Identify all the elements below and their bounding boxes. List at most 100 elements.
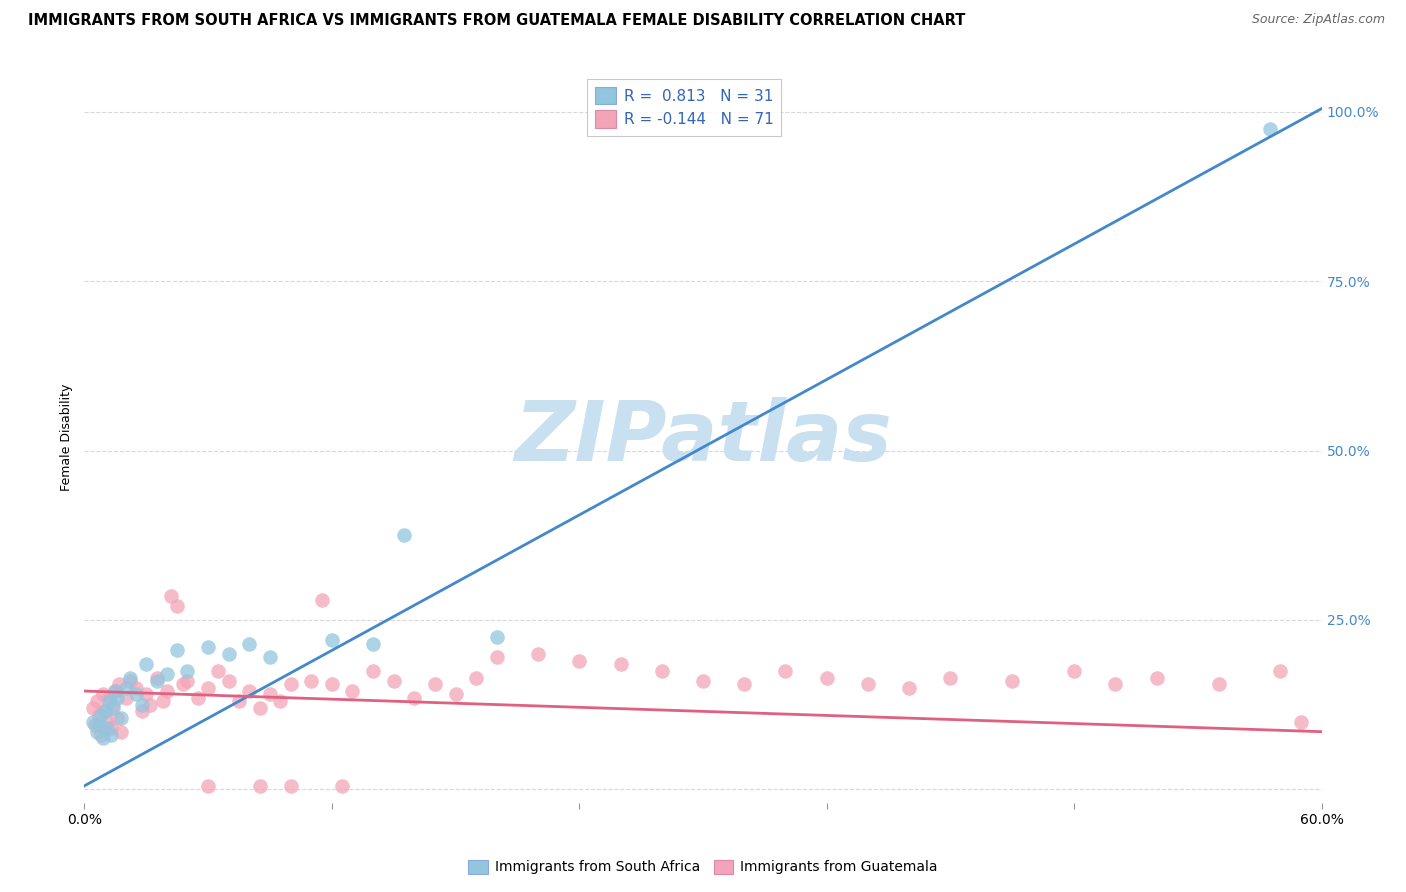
Point [103,701,125,715]
Legend: Immigrants from South Africa, Immigrants from Guatemala: Immigrants from South Africa, Immigrants… [463,854,943,880]
Point [259,688,281,702]
Point [1146,671,1168,685]
Point [125,681,148,695]
Point [100,728,122,742]
Point [104,684,127,698]
Point [145,673,167,688]
Point [91,731,114,746]
Point [1063,664,1085,678]
Point [100,721,122,735]
Text: Source: ZipAtlas.com: Source: ZipAtlas.com [1251,13,1385,27]
Point [118,671,141,685]
Point [361,637,384,651]
Point [197,779,219,793]
Point [485,630,508,644]
Point [465,671,488,685]
Point [110,711,132,725]
Point [87,707,110,722]
Point [568,654,591,668]
Point [898,681,921,695]
Point [218,673,240,688]
Point [98,690,121,705]
Point [1270,664,1292,678]
Point [135,657,157,671]
Point [156,667,179,681]
Point [90,728,112,742]
Point [86,694,108,708]
Point [311,592,333,607]
Point [259,650,281,665]
Point [321,677,343,691]
Point [280,677,302,691]
Point [156,684,179,698]
Point [1289,714,1312,729]
Text: IMMIGRANTS FROM SOUTH AFRICA VS IMMIGRANTS FROM GUATEMALA FEMALE DISABILITY CORR: IMMIGRANTS FROM SOUTH AFRICA VS IMMIGRAN… [28,13,966,29]
Point [108,677,131,691]
Point [176,664,198,678]
Text: ZIPatlas: ZIPatlas [515,397,891,477]
Y-axis label: Female Disability: Female Disability [60,384,73,491]
Point [218,647,240,661]
Point [1104,677,1126,691]
Point [269,694,291,708]
Point [86,724,108,739]
Point [87,718,110,732]
Point [815,671,838,685]
Point [238,684,260,698]
Point [131,705,153,719]
Point [404,690,426,705]
Point [1258,122,1281,136]
Point [238,637,260,651]
Point [98,694,121,708]
Point [342,684,364,698]
Point [299,673,322,688]
Point [139,698,162,712]
Point [114,690,136,705]
Point [692,673,714,688]
Point [118,673,141,688]
Point [197,640,219,654]
Point [91,688,114,702]
Point [83,718,105,732]
Point [166,643,188,657]
Point [114,681,136,695]
Point [90,707,112,722]
Point [733,677,755,691]
Point [131,698,153,712]
Point [125,688,148,702]
Point [939,671,962,685]
Point [321,633,343,648]
Point [82,714,104,729]
Point [96,714,118,729]
Point [145,671,167,685]
Point [160,589,183,603]
Point [392,528,415,542]
Point [197,681,219,695]
Point [1208,677,1230,691]
Point [82,701,104,715]
Point [110,724,132,739]
Point [651,664,673,678]
Point [485,650,508,665]
Point [249,779,271,793]
Point [104,684,127,698]
Point [187,690,209,705]
Point [96,721,118,735]
Point [172,677,194,691]
Point [444,688,467,702]
Point [166,599,188,614]
Point [94,705,117,719]
Point [207,664,229,678]
Point [152,694,174,708]
Point [105,690,128,705]
Point [105,711,128,725]
Point [527,647,550,661]
Point [135,688,157,702]
Point [382,673,405,688]
Point [103,698,125,712]
Point [423,677,446,691]
Point [775,664,797,678]
Point [176,673,198,688]
Point [330,779,353,793]
Point [609,657,631,671]
